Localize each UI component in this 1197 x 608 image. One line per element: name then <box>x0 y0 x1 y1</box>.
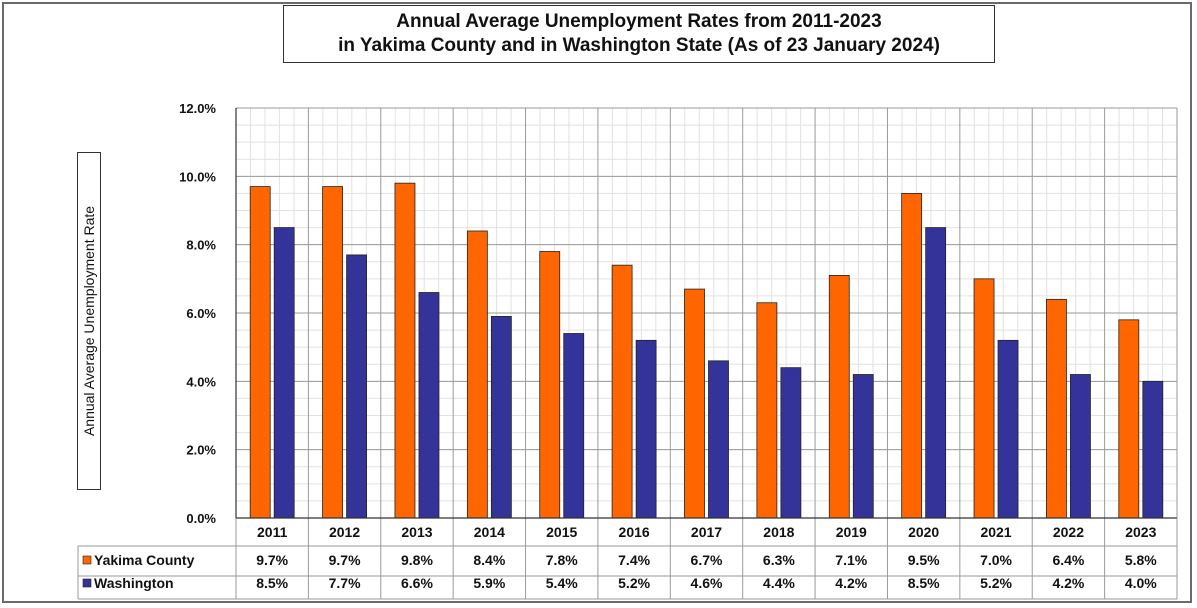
data-label: 9.8% <box>401 552 433 568</box>
bar-washington-2020 <box>925 227 947 519</box>
data-label: 4.0% <box>1125 575 1157 591</box>
bar-washington-2011 <box>273 227 295 519</box>
data-label: 6.6% <box>401 575 433 591</box>
bar-yakima-2022 <box>1046 298 1067 519</box>
bar-yakima-2019 <box>828 275 850 519</box>
x-tick-label: 2014 <box>474 524 505 540</box>
bar-washington-2014 <box>490 316 512 519</box>
data-label: 5.2% <box>618 575 650 591</box>
legend-label-yakima: Yakima County <box>94 552 195 568</box>
data-label: 5.4% <box>546 575 578 591</box>
y-tick-label: 0.0% <box>186 511 216 526</box>
legend-key-washington <box>82 578 92 588</box>
legend-key-yakima <box>82 555 92 565</box>
x-tick-label: 2013 <box>401 524 432 540</box>
bar-washington-2017 <box>708 360 729 519</box>
data-label: 6.7% <box>691 552 723 568</box>
bar-yakima-2018 <box>756 302 778 519</box>
x-tick-label: 2018 <box>763 524 794 540</box>
chart-title-line-1: Annual Average Unemployment Rates from 2… <box>396 11 882 32</box>
x-tick-label: 2022 <box>1053 524 1084 540</box>
data-label: 7.4% <box>618 552 650 568</box>
y-tick-label: 12.0% <box>179 101 216 116</box>
data-label: 4.2% <box>1052 575 1084 591</box>
x-tick-label: 2017 <box>691 524 722 540</box>
bar-yakima-2014 <box>466 230 488 519</box>
data-label: 5.9% <box>473 575 505 591</box>
y-tick-label: 4.0% <box>186 374 216 389</box>
x-tick-label: 2011 <box>257 524 288 540</box>
bar-washington-2022 <box>1070 374 1091 519</box>
data-label: 4.6% <box>691 575 723 591</box>
bar-yakima-2012 <box>322 186 343 519</box>
data-label: 5.8% <box>1125 552 1157 568</box>
chart-title-line-2: in Yakima County and in Washington State… <box>338 35 940 56</box>
x-tick-label: 2019 <box>836 524 867 540</box>
x-tick-label: 2012 <box>329 524 360 540</box>
bar-washington-2021 <box>997 339 1019 519</box>
legend-label-washington: Washington <box>94 575 174 591</box>
bar-yakima-2011 <box>249 186 271 519</box>
data-label: 7.0% <box>980 552 1012 568</box>
x-tick-label: 2020 <box>908 524 939 540</box>
data-label: 8.5% <box>908 575 940 591</box>
y-tick-label: 6.0% <box>186 306 216 321</box>
bar-yakima-2015 <box>539 251 561 519</box>
bar-yakima-2017 <box>684 288 705 519</box>
data-label: 6.3% <box>763 552 795 568</box>
bar-yakima-2020 <box>901 193 923 519</box>
data-label: 9.7% <box>329 552 361 568</box>
data-label: 7.7% <box>329 575 361 591</box>
y-tick-label: 8.0% <box>186 238 216 253</box>
y-axis-label-box: Annual Average Unemployment Rate <box>77 152 101 490</box>
data-label: 5.2% <box>980 575 1012 591</box>
bar-yakima-2013 <box>394 182 416 519</box>
bar-washington-2015 <box>563 333 585 519</box>
y-tick-label: 10.0% <box>179 169 216 184</box>
data-label: 9.7% <box>256 552 288 568</box>
bar-washington-2019 <box>852 374 874 519</box>
data-label: 4.4% <box>763 575 795 591</box>
x-tick-label: 2021 <box>980 524 1011 540</box>
x-tick-label: 2023 <box>1125 524 1156 540</box>
data-label: 6.4% <box>1052 552 1084 568</box>
data-label: 4.2% <box>835 575 867 591</box>
bar-yakima-2016 <box>611 264 633 519</box>
data-label: 8.4% <box>473 552 505 568</box>
x-tick-label: 2016 <box>619 524 650 540</box>
data-label: 7.8% <box>546 552 578 568</box>
bar-washington-2012 <box>346 254 367 519</box>
bar-washington-2016 <box>635 339 657 519</box>
data-label: 9.5% <box>908 552 940 568</box>
x-tick-label: 2015 <box>546 524 577 540</box>
chart-title: Annual Average Unemployment Rates from 2… <box>283 5 995 63</box>
data-label: 8.5% <box>256 575 288 591</box>
bar-washington-2013 <box>418 292 440 519</box>
bar-washington-2023 <box>1142 380 1164 519</box>
data-label: 7.1% <box>835 552 867 568</box>
y-tick-label: 2.0% <box>186 443 216 458</box>
bar-yakima-2021 <box>973 278 995 519</box>
bar-yakima-2023 <box>1118 319 1140 519</box>
bar-washington-2018 <box>780 367 802 519</box>
